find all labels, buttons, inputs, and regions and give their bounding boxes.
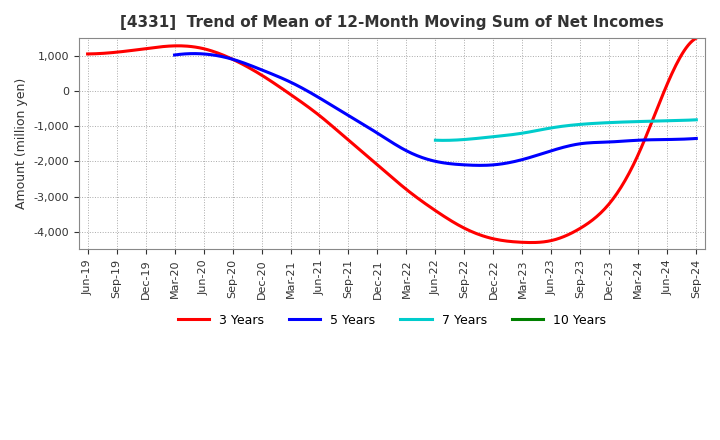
7 Years xyxy=(431,138,440,143)
7 Years xyxy=(652,118,660,124)
7 Years xyxy=(439,138,448,143)
Line: 3 Years: 3 Years xyxy=(88,38,696,242)
3 Years xyxy=(84,51,92,57)
Line: 5 Years: 5 Years xyxy=(174,54,696,165)
7 Years xyxy=(692,117,701,122)
3 Years xyxy=(637,145,646,150)
5 Years xyxy=(170,52,179,58)
5 Years xyxy=(476,163,485,168)
5 Years xyxy=(692,136,701,141)
Legend: 3 Years, 5 Years, 7 Years, 10 Years: 3 Years, 5 Years, 7 Years, 10 Years xyxy=(173,309,611,332)
7 Years xyxy=(592,121,600,126)
5 Years xyxy=(493,162,502,167)
5 Years xyxy=(189,51,198,56)
7 Years xyxy=(432,138,441,143)
3 Years xyxy=(444,216,452,221)
5 Years xyxy=(613,139,622,144)
3 Years xyxy=(598,209,607,214)
5 Years xyxy=(172,52,181,57)
5 Years xyxy=(485,162,493,168)
7 Years xyxy=(586,121,595,126)
Line: 7 Years: 7 Years xyxy=(436,120,696,140)
3 Years xyxy=(85,51,94,57)
7 Years xyxy=(588,121,596,126)
3 Years xyxy=(527,240,536,245)
3 Years xyxy=(456,224,464,229)
5 Years xyxy=(647,137,655,143)
7 Years xyxy=(668,118,677,123)
3 Years xyxy=(446,217,454,223)
Y-axis label: Amount (million yen): Amount (million yen) xyxy=(15,78,28,209)
Title: [4331]  Trend of Mean of 12-Month Moving Sum of Net Incomes: [4331] Trend of Mean of 12-Month Moving … xyxy=(120,15,664,30)
3 Years xyxy=(692,36,701,41)
5 Years xyxy=(482,163,491,168)
